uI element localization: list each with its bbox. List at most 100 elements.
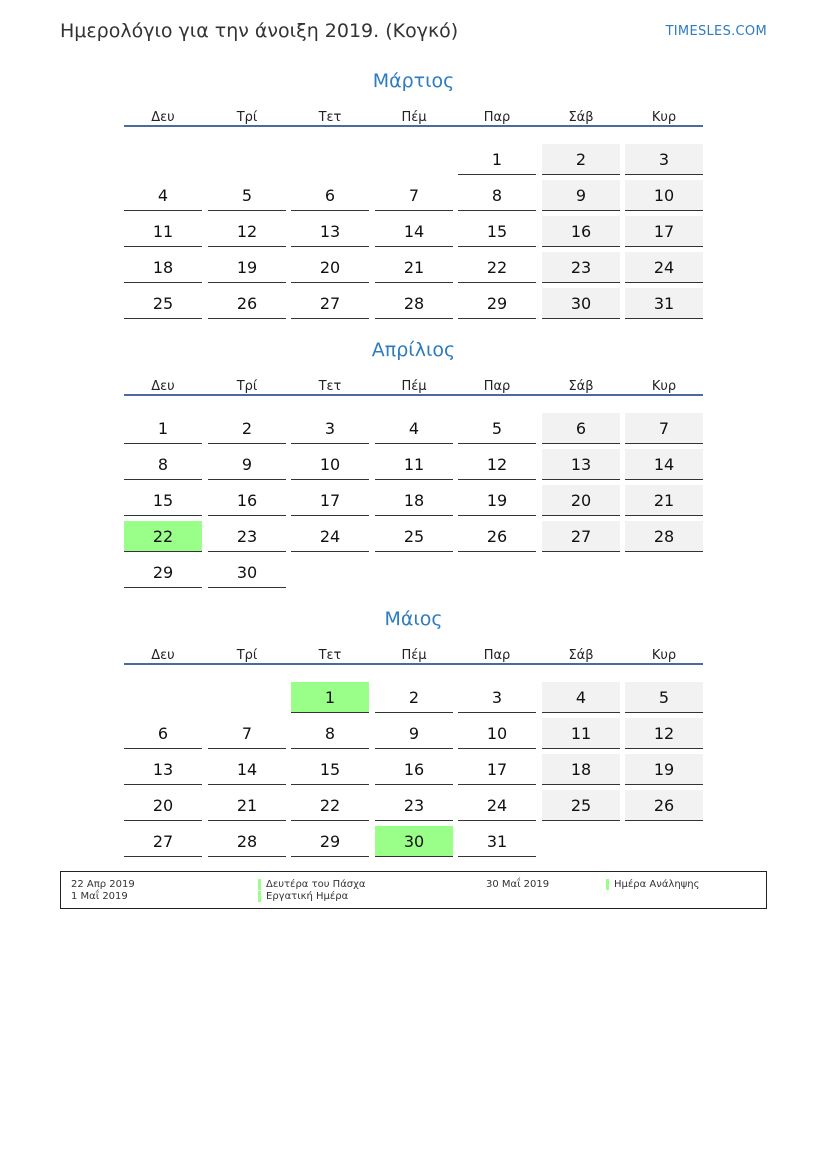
day-cell[interactable]: 21	[625, 485, 703, 516]
day-cell[interactable]: 9	[208, 449, 286, 480]
day-cell[interactable]: 25	[375, 521, 453, 552]
day-cell[interactable]: 15	[124, 485, 202, 516]
day-cell[interactable]: 31	[458, 826, 536, 857]
day-cell[interactable]: 19	[208, 252, 286, 283]
day-cell[interactable]: 3	[625, 144, 703, 175]
day-cell[interactable]: 21	[208, 790, 286, 821]
day-cell[interactable]: 13	[291, 216, 369, 247]
day-cell[interactable]: 16	[375, 754, 453, 785]
day-cell[interactable]: 6	[291, 180, 369, 211]
day-cell[interactable]: 3	[458, 682, 536, 713]
day-cell[interactable]: 8	[291, 718, 369, 749]
day-cell[interactable]: 15	[458, 216, 536, 247]
day-cell[interactable]: 6	[542, 413, 620, 444]
day-cell[interactable]: 12	[625, 718, 703, 749]
day-cell[interactable]: 7	[208, 718, 286, 749]
day-cell[interactable]: 22	[291, 790, 369, 821]
holiday-day-cell[interactable]: 30	[375, 826, 453, 857]
day-cell[interactable]: 1	[458, 144, 536, 175]
day-cell[interactable]: 26	[625, 790, 703, 821]
day-cell[interactable]: 29	[124, 557, 202, 588]
day-cell[interactable]: 29	[291, 826, 369, 857]
day-cell[interactable]: 7	[625, 413, 703, 444]
day-cell[interactable]: 13	[124, 754, 202, 785]
day-cell[interactable]: 7	[375, 180, 453, 211]
day-cell[interactable]: 25	[542, 790, 620, 821]
day-cell[interactable]: 24	[291, 521, 369, 552]
day-cell[interactable]: 23	[542, 252, 620, 283]
legend-holiday-name: Εργατική Ημέρα	[266, 891, 349, 902]
day-cell[interactable]: 14	[375, 216, 453, 247]
day-cell[interactable]: 23	[375, 790, 453, 821]
day-cell[interactable]: 5	[458, 413, 536, 444]
day-cell[interactable]: 16	[208, 485, 286, 516]
day-cell[interactable]: 19	[458, 485, 536, 516]
day-cell[interactable]: 28	[375, 288, 453, 319]
legend-date: 1 Μαΐ 2019	[71, 891, 128, 902]
weekday-header: Κυρ	[651, 648, 677, 663]
day-cell[interactable]: 18	[124, 252, 202, 283]
day-cell[interactable]: 1	[124, 413, 202, 444]
day-cell[interactable]: 9	[542, 180, 620, 211]
day-cell[interactable]: 30	[542, 288, 620, 319]
day-cell[interactable]: 11	[375, 449, 453, 480]
day-cell[interactable]: 30	[208, 557, 286, 588]
day-cell[interactable]: 2	[208, 413, 286, 444]
day-cell[interactable]: 29	[458, 288, 536, 319]
day-cell[interactable]: 9	[375, 718, 453, 749]
day-cell[interactable]: 18	[375, 485, 453, 516]
day-cell[interactable]: 23	[208, 521, 286, 552]
day-cell[interactable]: 27	[542, 521, 620, 552]
day-cell[interactable]: 28	[208, 826, 286, 857]
day-cell[interactable]: 24	[458, 790, 536, 821]
day-cell[interactable]: 25	[124, 288, 202, 319]
day-cell[interactable]: 4	[542, 682, 620, 713]
day-cell[interactable]: 10	[291, 449, 369, 480]
day-cell[interactable]: 2	[375, 682, 453, 713]
day-cell[interactable]: 15	[291, 754, 369, 785]
day-cell[interactable]: 8	[124, 449, 202, 480]
day-cell[interactable]: 17	[291, 485, 369, 516]
holiday-day-cell[interactable]: 1	[291, 682, 369, 713]
day-cell[interactable]: 22	[458, 252, 536, 283]
day-cell[interactable]: 8	[458, 180, 536, 211]
day-cell[interactable]: 13	[542, 449, 620, 480]
day-cell[interactable]: 11	[542, 718, 620, 749]
day-cell[interactable]: 27	[124, 826, 202, 857]
day-cell[interactable]: 19	[625, 754, 703, 785]
day-cell[interactable]: 20	[124, 790, 202, 821]
day-cell[interactable]: 28	[625, 521, 703, 552]
weekday-header: Σάβ	[568, 110, 594, 125]
day-cell[interactable]: 4	[124, 180, 202, 211]
day-cell[interactable]: 17	[458, 754, 536, 785]
day-cell[interactable]: 14	[208, 754, 286, 785]
day-cell[interactable]: 16	[542, 216, 620, 247]
holiday-day-cell[interactable]: 22	[124, 521, 202, 552]
day-cell[interactable]: 26	[208, 288, 286, 319]
day-cell[interactable]: 6	[124, 718, 202, 749]
day-cell[interactable]: 20	[291, 252, 369, 283]
day-cell[interactable]: 20	[542, 485, 620, 516]
day-cell[interactable]: 14	[625, 449, 703, 480]
day-cell[interactable]: 17	[625, 216, 703, 247]
day-cell[interactable]: 3	[291, 413, 369, 444]
day-cell[interactable]: 5	[208, 180, 286, 211]
day-cell[interactable]: 10	[458, 718, 536, 749]
day-cell[interactable]: 21	[375, 252, 453, 283]
day-cell[interactable]: 27	[291, 288, 369, 319]
month-2: Μάιος Δευ Τρί Τετ Πέμ Παρ Σάβ Κυρ 1 2 3 4 5 6 7 8 9 10 11 1…	[124, 608, 703, 877]
day-cell[interactable]: 10	[625, 180, 703, 211]
day-cell[interactable]: 4	[375, 413, 453, 444]
day-cell[interactable]: 12	[458, 449, 536, 480]
day-cell[interactable]: 26	[458, 521, 536, 552]
day-cell[interactable]: 12	[208, 216, 286, 247]
day-cell[interactable]: 2	[542, 144, 620, 175]
weekday-header: Τετ	[318, 110, 342, 125]
site-link[interactable]: TIMESLES.COM	[665, 24, 767, 39]
month-name: Μάρτιος	[372, 70, 455, 92]
day-cell[interactable]: 18	[542, 754, 620, 785]
day-cell[interactable]: 5	[625, 682, 703, 713]
day-cell[interactable]: 11	[124, 216, 202, 247]
day-cell[interactable]: 24	[625, 252, 703, 283]
day-cell[interactable]: 31	[625, 288, 703, 319]
